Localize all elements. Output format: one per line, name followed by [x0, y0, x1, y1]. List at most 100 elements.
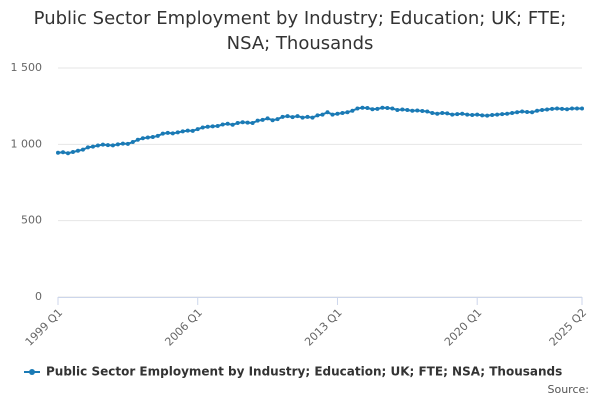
point — [445, 111, 450, 116]
point — [70, 149, 75, 154]
point — [135, 137, 140, 142]
point — [90, 144, 95, 149]
point — [125, 141, 130, 146]
point — [530, 110, 535, 115]
point — [435, 111, 440, 116]
point — [225, 121, 230, 126]
point — [165, 130, 170, 135]
point — [395, 107, 400, 112]
point — [545, 107, 550, 112]
x-tick-label: 2006 Q1 — [162, 306, 205, 349]
source: Source: — [548, 383, 590, 396]
point — [120, 141, 125, 146]
point — [320, 112, 325, 117]
point — [80, 147, 85, 152]
point — [410, 108, 415, 113]
point — [475, 112, 480, 117]
x-tick-label: 2025 Q2 — [547, 306, 590, 349]
point — [500, 112, 505, 117]
point — [190, 128, 195, 133]
point — [160, 131, 165, 136]
point — [560, 106, 565, 111]
point — [155, 133, 160, 138]
y-tick-label: 0 — [35, 290, 42, 303]
point — [540, 107, 545, 112]
point — [280, 114, 285, 119]
point — [95, 143, 100, 148]
point — [185, 128, 190, 133]
point — [525, 109, 530, 114]
point — [240, 120, 245, 125]
point — [430, 111, 435, 116]
point — [565, 107, 570, 112]
point — [460, 111, 465, 116]
point — [300, 115, 305, 120]
point — [115, 142, 120, 147]
point — [390, 106, 395, 111]
point — [470, 113, 475, 118]
point — [375, 106, 380, 111]
point — [65, 151, 70, 156]
point — [365, 105, 370, 110]
point — [340, 111, 345, 116]
point — [580, 106, 584, 111]
point — [275, 117, 280, 122]
point — [480, 113, 485, 118]
point — [180, 129, 185, 134]
point — [285, 114, 290, 119]
point — [85, 145, 90, 150]
point — [550, 106, 555, 111]
chart-title: Public Sector Employment by Industry; Ed… — [33, 8, 567, 54]
point — [195, 127, 200, 132]
point — [100, 142, 105, 147]
point — [380, 105, 385, 110]
point — [325, 110, 330, 115]
point — [130, 140, 135, 145]
point — [230, 122, 235, 127]
point — [450, 112, 455, 117]
point — [520, 109, 525, 114]
point — [370, 107, 375, 112]
x-tick-label: 2020 Q1 — [442, 306, 485, 349]
x-tick-label: 2013 Q1 — [302, 306, 345, 349]
y-tick-label: 500 — [21, 214, 42, 227]
point — [355, 106, 360, 111]
point — [350, 108, 355, 113]
point — [490, 113, 495, 118]
point — [315, 113, 320, 118]
point — [250, 120, 255, 125]
y-tick-label: 1 000 — [11, 137, 43, 150]
point — [535, 108, 540, 113]
point — [215, 124, 220, 129]
point — [495, 112, 500, 117]
point — [310, 115, 315, 120]
point — [465, 112, 470, 117]
point — [150, 135, 155, 140]
point — [56, 150, 60, 155]
point — [295, 114, 300, 119]
point — [335, 111, 340, 116]
point — [235, 120, 240, 125]
point — [345, 110, 350, 115]
point — [575, 106, 580, 111]
point — [400, 107, 405, 112]
point — [105, 143, 110, 148]
point — [220, 122, 225, 127]
point — [245, 120, 250, 125]
point — [270, 118, 275, 123]
legend-label: Public Sector Employment by Industry; Ed… — [46, 365, 562, 379]
point — [305, 114, 310, 119]
point — [330, 112, 335, 117]
point — [440, 111, 445, 116]
line — [57, 106, 582, 155]
point — [170, 131, 175, 136]
point — [415, 108, 420, 113]
point — [420, 109, 425, 114]
point — [510, 111, 515, 116]
point — [140, 136, 145, 141]
point — [260, 117, 265, 122]
point — [175, 130, 180, 135]
point — [110, 143, 115, 148]
